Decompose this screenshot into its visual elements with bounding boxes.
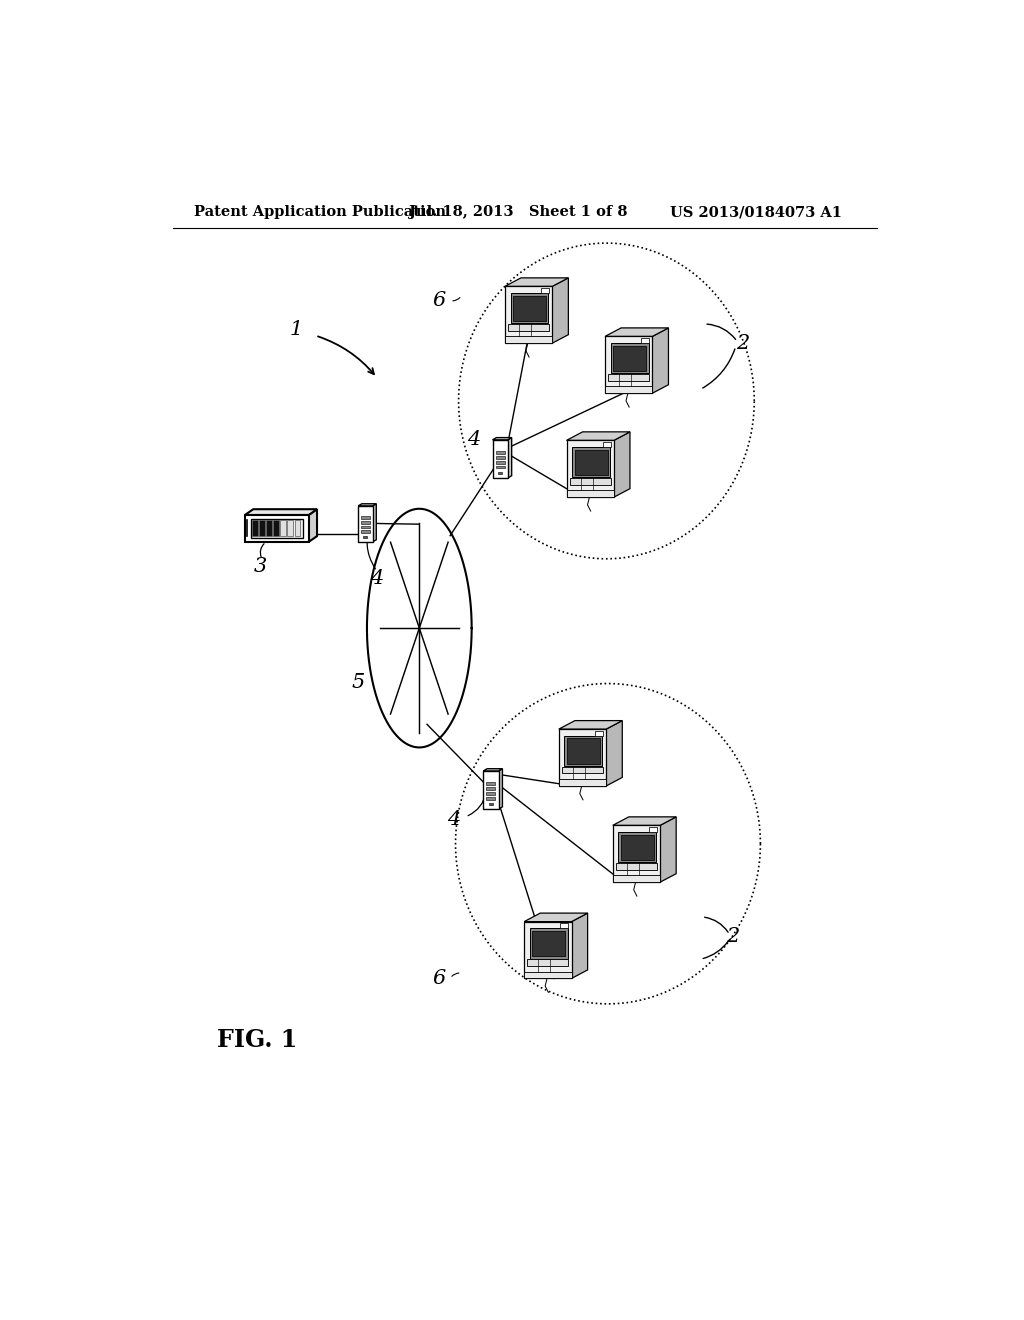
Polygon shape [552,277,568,343]
Polygon shape [613,346,646,371]
Polygon shape [499,768,503,809]
Polygon shape [245,515,309,543]
Polygon shape [486,797,496,800]
Polygon shape [358,506,373,543]
Polygon shape [496,461,505,463]
Polygon shape [508,438,512,478]
Polygon shape [505,286,552,343]
Polygon shape [621,834,653,859]
Polygon shape [361,531,370,533]
Polygon shape [493,440,508,478]
Polygon shape [605,337,652,393]
Text: 6: 6 [432,969,445,987]
Polygon shape [560,923,568,928]
Polygon shape [566,441,613,498]
Polygon shape [618,832,656,862]
Polygon shape [266,520,272,536]
Polygon shape [511,293,549,323]
Polygon shape [496,455,505,459]
Polygon shape [524,913,588,921]
Polygon shape [571,913,588,978]
Polygon shape [606,721,623,785]
Polygon shape [529,928,567,958]
Polygon shape [361,525,370,528]
Text: US 2013/0184073 A1: US 2013/0184073 A1 [670,206,842,219]
Polygon shape [493,438,512,440]
Polygon shape [288,520,294,536]
Polygon shape [524,921,571,978]
Polygon shape [641,338,649,343]
Polygon shape [488,803,493,805]
Polygon shape [605,327,669,337]
Polygon shape [572,447,610,478]
Polygon shape [608,374,649,380]
Polygon shape [309,510,317,543]
Polygon shape [498,473,502,474]
Polygon shape [595,731,603,737]
Polygon shape [532,931,565,956]
Polygon shape [505,277,568,286]
Polygon shape [615,863,657,870]
Polygon shape [649,828,657,832]
Polygon shape [602,442,610,447]
Polygon shape [373,504,376,543]
Polygon shape [505,337,552,343]
Text: Jul. 18, 2013   Sheet 1 of 8: Jul. 18, 2013 Sheet 1 of 8 [410,206,628,219]
Text: 4: 4 [371,569,384,587]
Polygon shape [610,343,648,374]
Polygon shape [527,960,568,966]
Polygon shape [508,323,549,331]
Polygon shape [605,387,652,393]
Polygon shape [541,288,549,293]
Text: 6: 6 [432,292,445,310]
Text: 5: 5 [351,672,365,692]
Text: 4: 4 [467,430,480,449]
Text: 1: 1 [290,319,303,339]
Polygon shape [259,520,265,536]
Polygon shape [252,520,258,536]
Polygon shape [486,792,496,795]
Polygon shape [562,767,603,774]
Polygon shape [612,825,660,882]
Polygon shape [496,466,505,469]
Text: 2: 2 [736,334,750,352]
Polygon shape [361,521,370,524]
Polygon shape [273,520,280,536]
Polygon shape [281,520,287,536]
Polygon shape [496,451,505,454]
Polygon shape [660,817,676,882]
Polygon shape [559,779,606,785]
Polygon shape [295,520,300,536]
Polygon shape [251,519,303,537]
Polygon shape [483,771,499,809]
Polygon shape [513,296,546,321]
Polygon shape [567,738,600,763]
Text: 2: 2 [726,927,739,945]
Polygon shape [612,817,676,825]
Text: FIG. 1: FIG. 1 [217,1028,297,1052]
Polygon shape [245,510,317,515]
Polygon shape [566,491,613,498]
Polygon shape [569,478,610,484]
Polygon shape [364,536,368,539]
Polygon shape [612,875,660,882]
Polygon shape [564,737,602,766]
Polygon shape [574,450,607,475]
Text: 3: 3 [253,557,266,576]
Polygon shape [483,768,503,771]
Polygon shape [652,327,669,393]
Polygon shape [613,432,630,498]
Polygon shape [559,721,623,729]
Polygon shape [486,787,496,789]
Text: Patent Application Publication: Patent Application Publication [194,206,445,219]
Polygon shape [358,504,376,506]
Polygon shape [486,783,496,785]
Polygon shape [559,729,606,785]
Polygon shape [361,516,370,519]
Polygon shape [566,432,630,441]
Text: 4: 4 [447,809,461,829]
Polygon shape [524,972,571,978]
